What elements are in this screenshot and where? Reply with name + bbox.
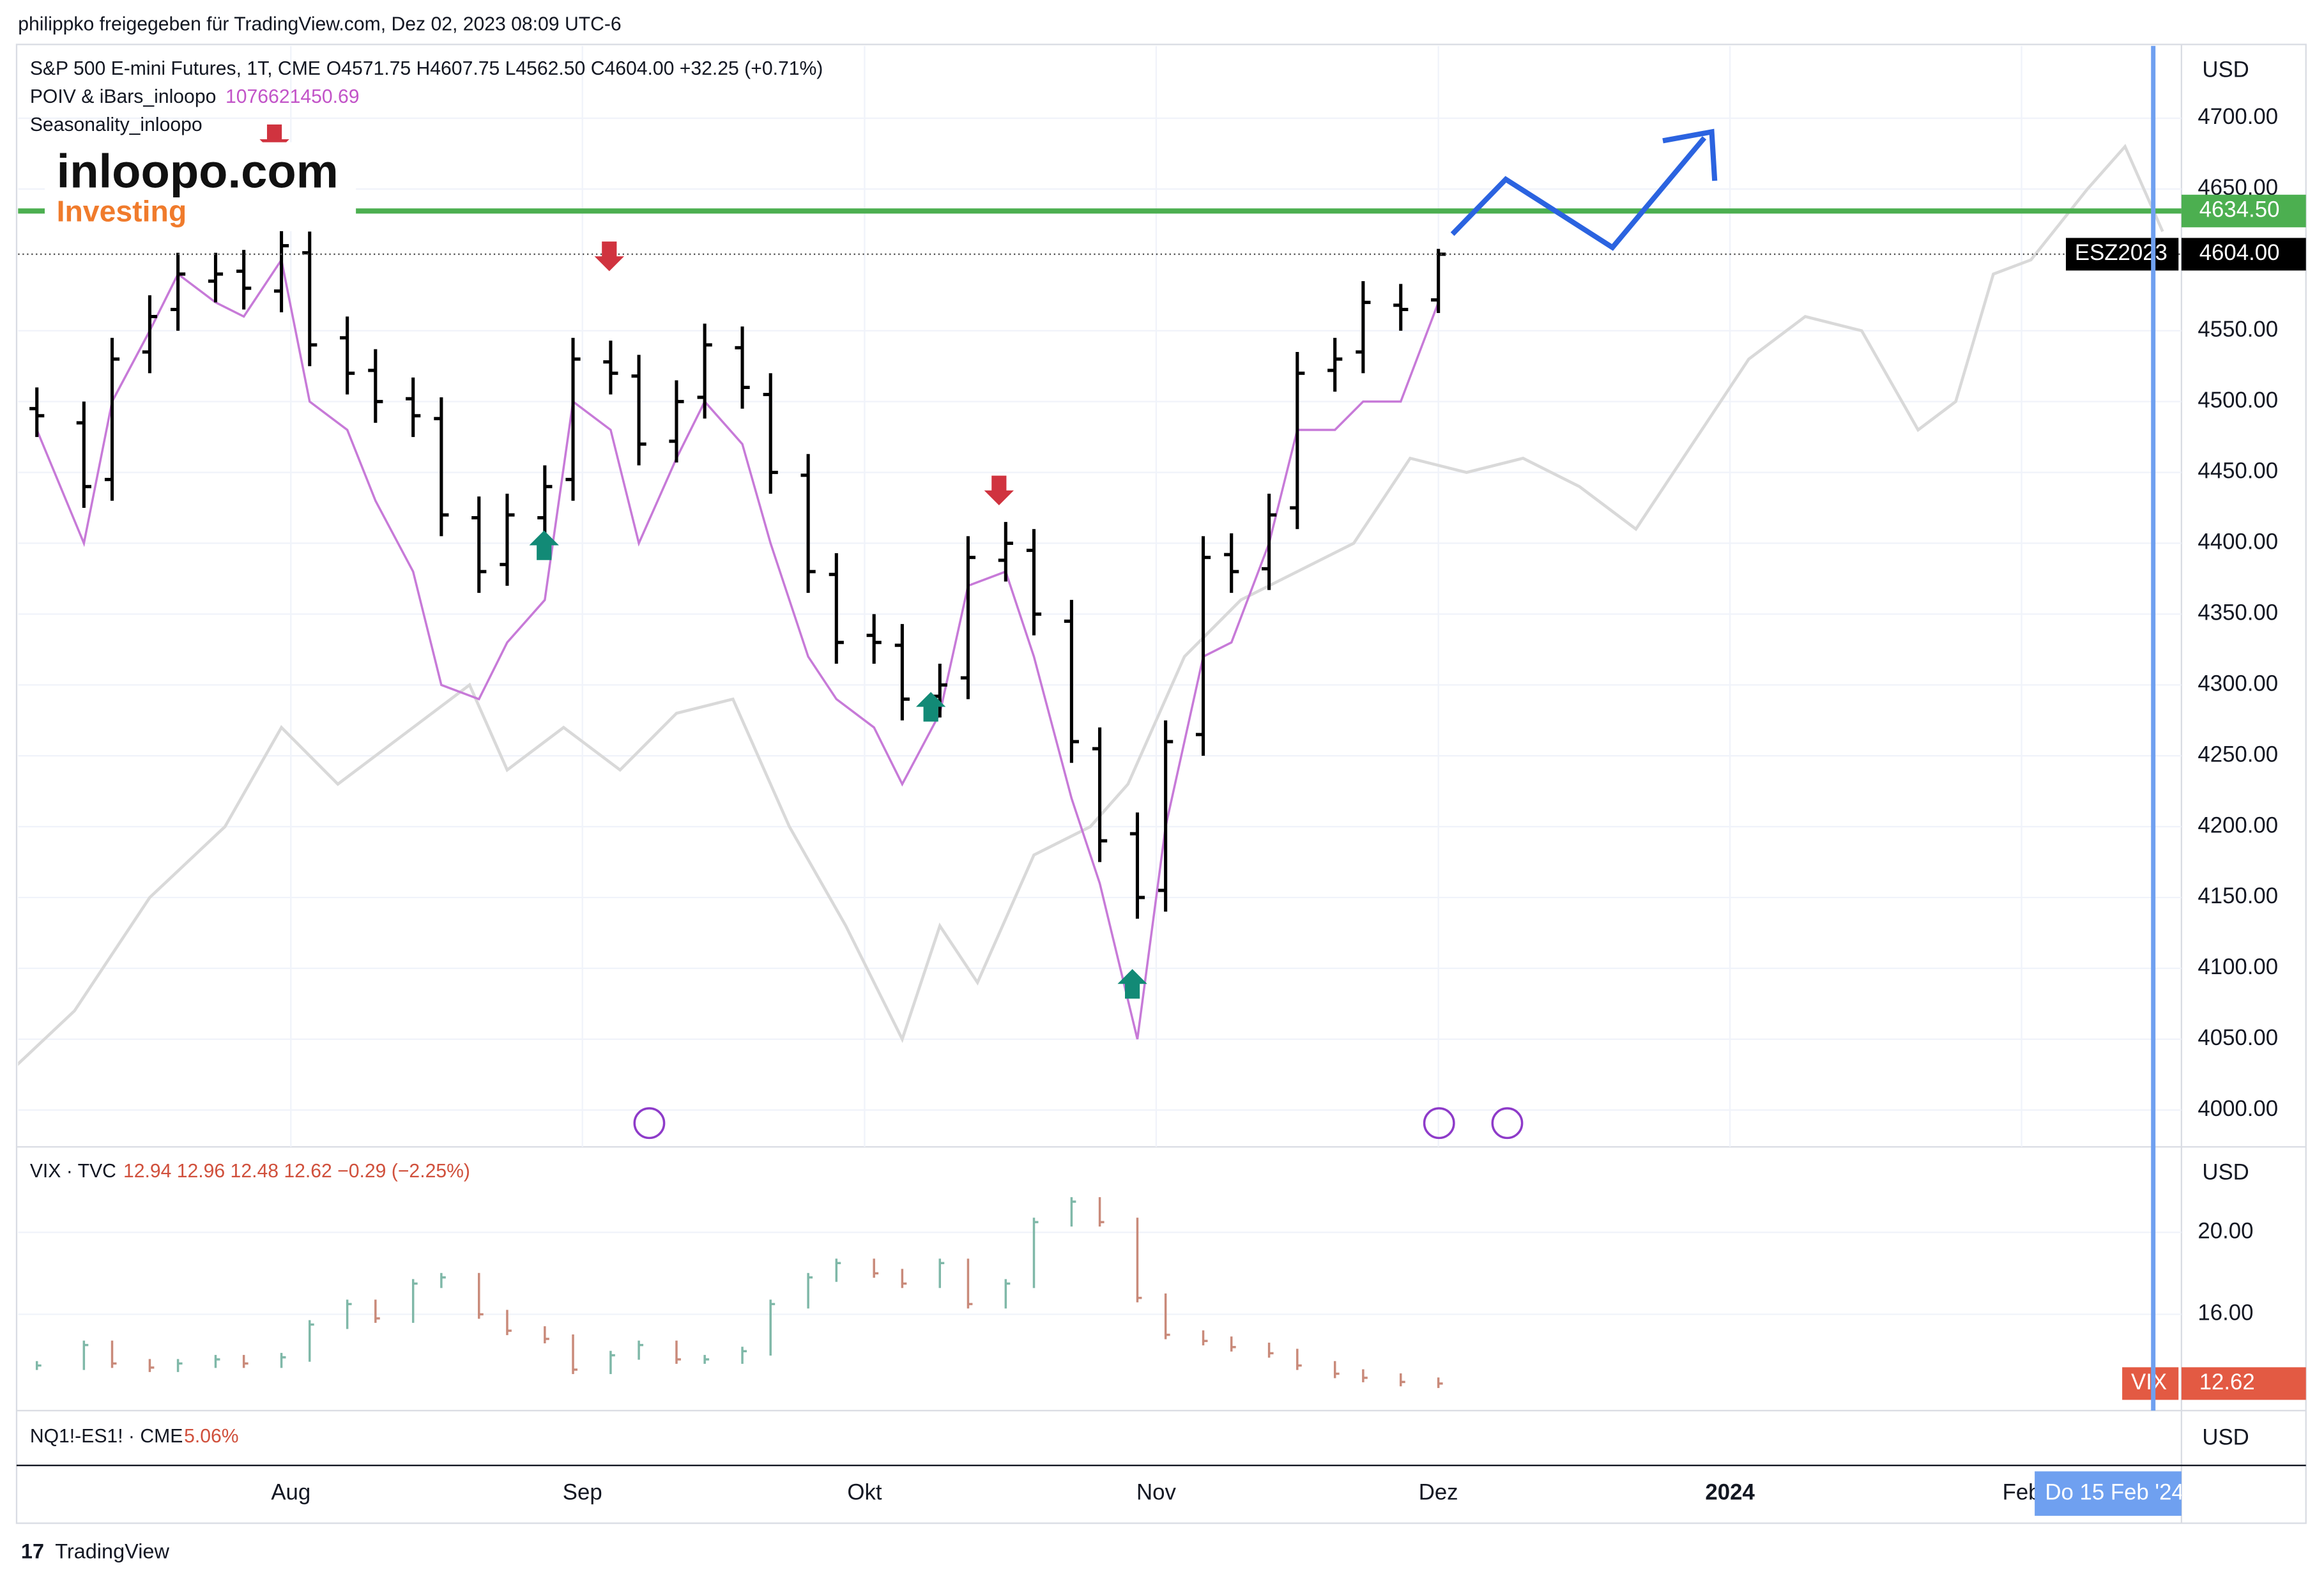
indicator-name: POIV & iBars_inloopo bbox=[30, 86, 217, 107]
x-tick-label: Dez bbox=[1419, 1480, 1458, 1504]
symbol-label-bg bbox=[2065, 238, 2179, 271]
y-tick-label: 4400.00 bbox=[2198, 530, 2278, 554]
frame bbox=[15, 43, 2307, 1524]
symbol-label-bg bbox=[2122, 1367, 2179, 1400]
sell-signal bbox=[984, 475, 1014, 505]
x-tick-label: Sep bbox=[563, 1480, 602, 1504]
ohlc-legend: O4571.75 H4607.75 L4562.50 C4604.00 +32.… bbox=[326, 58, 823, 79]
currency: USD bbox=[2202, 1426, 2249, 1450]
x-tick-label: Nov bbox=[1136, 1480, 1176, 1504]
y-tick-label: 4250.00 bbox=[2198, 742, 2278, 767]
y-tick-label: 4500.00 bbox=[2198, 388, 2278, 413]
level-label: 4634.50 bbox=[2199, 198, 2280, 222]
event-icon[interactable] bbox=[1423, 1107, 1455, 1140]
last-price-label: 12.62 bbox=[2199, 1370, 2255, 1394]
y-tick-label: 4050.00 bbox=[2198, 1026, 2278, 1050]
nq-title: NQ1!-ES1! · CME bbox=[30, 1426, 183, 1447]
currency: USD bbox=[2202, 58, 2249, 82]
footer-logo: 17 bbox=[21, 1540, 44, 1563]
indicator-name: Seasonality_inloopo bbox=[30, 114, 203, 135]
nq-value: 5.06% bbox=[184, 1426, 238, 1447]
currency: USD bbox=[2202, 1160, 2249, 1184]
y-tick-label: 4550.00 bbox=[2198, 317, 2278, 342]
y-tick-label: 16.00 bbox=[2198, 1301, 2253, 1325]
buy-signal bbox=[529, 530, 559, 560]
cursor-label-bg bbox=[2035, 1471, 2182, 1516]
share-header: philippko freigegeben für TradingView.co… bbox=[18, 13, 621, 34]
cursor-label: Do 15 Feb '24 bbox=[2045, 1480, 2183, 1504]
x-tick-label: Okt bbox=[847, 1480, 882, 1504]
event-icon[interactable] bbox=[633, 1107, 666, 1140]
y-tick-label: 4450.00 bbox=[2198, 459, 2278, 484]
vix-pane: 16.00 20.00 VIX 12.62 bbox=[18, 1197, 2306, 1400]
buy-signal bbox=[915, 692, 946, 722]
y-tick-label: 4700.00 bbox=[2198, 105, 2278, 129]
last-price-bg bbox=[2181, 1367, 2306, 1400]
y-tick-label: 20.00 bbox=[2198, 1219, 2253, 1243]
plot bbox=[18, 45, 2182, 1147]
vix-legend: 12.94 12.96 12.48 12.62 −0.29 (−2.25%) bbox=[123, 1161, 470, 1182]
price-pane: 4000.00 4050.00 4100.00 4150.00 4200.00 4250.… bbox=[18, 45, 2306, 1147]
y-tick-label: 4000.00 bbox=[2198, 1097, 2278, 1121]
last-price-label: 4604.00 bbox=[2199, 241, 2280, 265]
x-tick-label: Feb bbox=[2003, 1480, 2041, 1504]
y-tick-label: 4350.00 bbox=[2198, 601, 2278, 625]
logo-tagline: Investing bbox=[57, 194, 187, 227]
indicator-value: 1076621450.69 bbox=[226, 86, 360, 107]
x-tick-label: 2024 bbox=[1705, 1480, 1755, 1504]
symbol-label: VIX bbox=[2131, 1370, 2167, 1394]
y-tick-label: 4300.00 bbox=[2198, 671, 2278, 696]
drawn-arrow-head bbox=[1662, 128, 1718, 181]
x-tick-label: Aug bbox=[271, 1480, 310, 1504]
last-price-bg bbox=[2181, 238, 2306, 271]
sell-signal bbox=[594, 241, 624, 271]
seasonality-line bbox=[18, 144, 2164, 1066]
y-tick-label: 4100.00 bbox=[2198, 955, 2278, 979]
drawn-arrow bbox=[1450, 136, 1707, 251]
plot bbox=[18, 1197, 2182, 1388]
level-label-bg bbox=[2181, 194, 2306, 227]
axis-labels: JulAugSepOktNovDez2024FebDo 15 Feb '24 bbox=[271, 1471, 2183, 1516]
main-title: S&P 500 E-mini Futures, 1T, CME bbox=[30, 58, 321, 79]
vix-title: VIX · TVC bbox=[30, 1161, 116, 1182]
logo-bg bbox=[45, 142, 356, 231]
time-axis: JulAugSepOktNovDez2024FebDo 15 Feb '24 bbox=[271, 1471, 2183, 1516]
logo: inloopo.com bbox=[57, 144, 339, 197]
footer-brand: TradingView bbox=[55, 1540, 169, 1563]
y-tick-label: 4200.00 bbox=[2198, 813, 2278, 837]
event-icon[interactable] bbox=[1491, 1107, 1524, 1140]
y-tick-label: 4150.00 bbox=[2198, 884, 2278, 908]
